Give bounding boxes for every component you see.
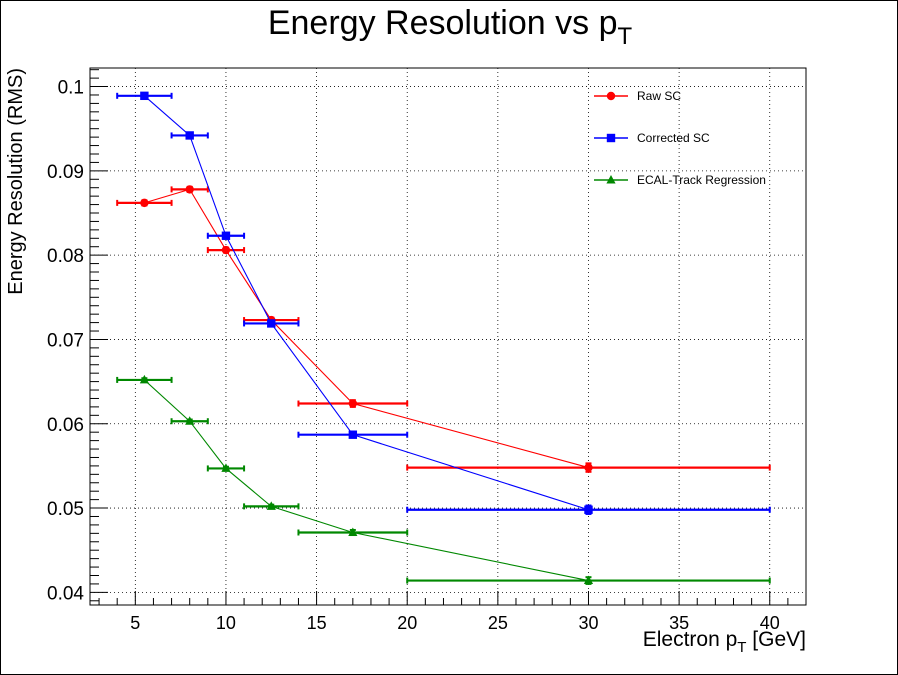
data-point bbox=[348, 399, 358, 408]
data-point bbox=[221, 245, 231, 255]
legend-item: Raw SC bbox=[594, 89, 681, 103]
data-point bbox=[185, 416, 195, 425]
legend-marker bbox=[606, 175, 616, 184]
series-line bbox=[144, 188, 589, 469]
x-tick-label: 25 bbox=[488, 613, 508, 633]
data-point bbox=[266, 501, 276, 510]
plot-area-frame bbox=[89, 67, 807, 606]
data-point bbox=[221, 463, 231, 472]
data-point bbox=[139, 374, 149, 384]
series-square bbox=[116, 91, 771, 515]
data-point bbox=[185, 131, 194, 140]
legend: Raw SC Corrected SC ECAL-Track Regression bbox=[594, 89, 766, 187]
legend-label: Raw SC bbox=[637, 89, 681, 103]
y-tick-label: 0.08 bbox=[47, 246, 84, 267]
x-tick-label: 20 bbox=[397, 613, 417, 633]
legend-item: ECAL-Track Regression bbox=[594, 173, 766, 187]
data-point bbox=[140, 198, 149, 208]
legend-label: ECAL-Track Regression bbox=[637, 173, 766, 187]
y-axis-label: Energy Resolution (RMS) bbox=[5, 68, 27, 295]
series-triangle bbox=[116, 374, 771, 585]
legend-marker bbox=[606, 91, 616, 101]
legend-label: Corrected SC bbox=[637, 131, 710, 145]
data-point bbox=[221, 231, 231, 240]
x-tick-label: 40 bbox=[760, 613, 780, 633]
x-tick-label: 35 bbox=[669, 613, 689, 633]
y-tick-label: 0.1 bbox=[58, 78, 84, 99]
series-circle bbox=[116, 185, 771, 473]
legend-marker bbox=[606, 133, 616, 143]
y-tick-label: 0.04 bbox=[47, 583, 84, 604]
tick-labels: 5 10 15 20 25 30 35 40 0.04 0.05 0.06 0.07 0.08 0.09 0… bbox=[47, 78, 780, 633]
y-tick-label: 0.06 bbox=[47, 415, 84, 436]
series-line bbox=[144, 379, 589, 582]
x-tick-label: 30 bbox=[578, 613, 598, 633]
legend-item: Corrected SC bbox=[594, 131, 710, 145]
x-axis-label-unit: [GeV] bbox=[746, 628, 806, 651]
x-tick-label: 10 bbox=[216, 613, 236, 633]
chart-title: Energy Resolution vs pT bbox=[268, 4, 633, 50]
data-point bbox=[584, 505, 593, 514]
data-point bbox=[185, 185, 194, 194]
chart-title-main: Energy Resolution vs p bbox=[268, 4, 618, 42]
data-point bbox=[583, 575, 594, 585]
series-line bbox=[144, 95, 589, 511]
data-point bbox=[348, 527, 358, 537]
x-axis-label-main: Electron p bbox=[643, 628, 738, 651]
series-layer bbox=[116, 91, 771, 585]
x-tick-label: 15 bbox=[307, 613, 327, 633]
data-point bbox=[584, 463, 593, 472]
x-axis-label: Electron pT [GeV] bbox=[643, 628, 806, 656]
data-point bbox=[348, 430, 358, 439]
y-tick-label: 0.09 bbox=[47, 162, 84, 183]
y-tick-label: 0.07 bbox=[47, 330, 84, 351]
y-tick-label: 0.05 bbox=[47, 499, 84, 520]
data-point bbox=[267, 319, 276, 328]
grid bbox=[90, 68, 806, 605]
x-axis-label-subscript: T bbox=[737, 639, 746, 656]
chart-title-subscript: T bbox=[617, 23, 632, 50]
x-tick-label: 5 bbox=[130, 613, 140, 633]
data-point bbox=[140, 91, 149, 101]
axis-ticks bbox=[90, 69, 807, 605]
